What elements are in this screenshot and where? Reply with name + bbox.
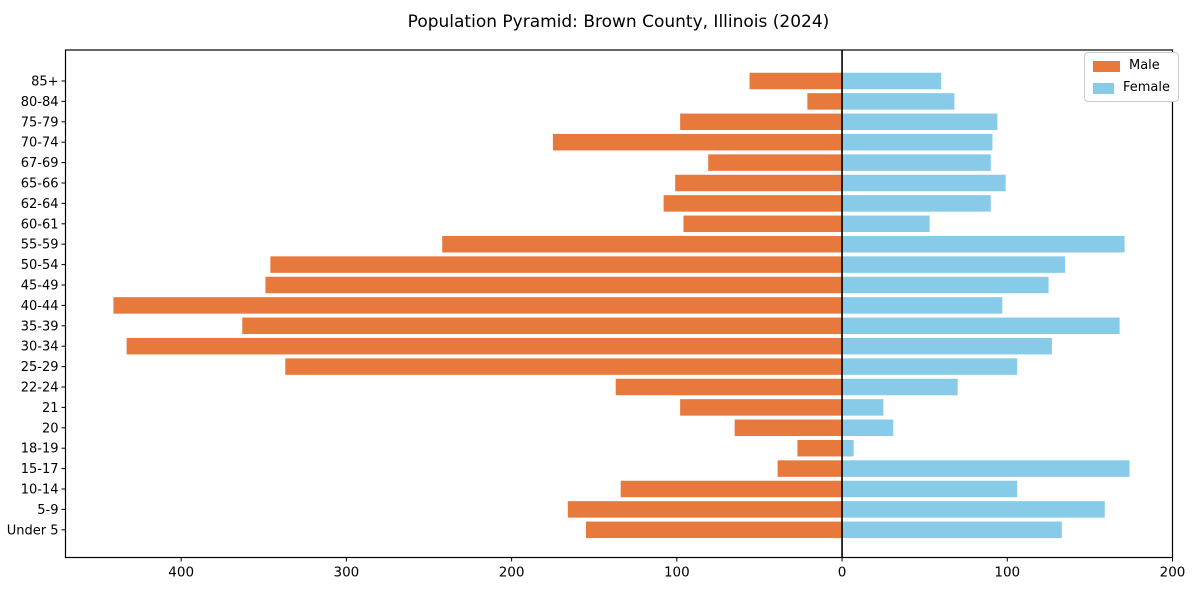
bar-male-50-54	[270, 256, 843, 273]
y-tick-label-80-84: 80-84	[21, 95, 59, 110]
x-tick-label-400: 400	[168, 565, 194, 581]
bar-male-62-64	[663, 195, 843, 212]
bar-female-45-49	[842, 276, 1049, 294]
bar-female-30-34	[842, 337, 1052, 355]
y-tick-label-25-29: 25-29	[21, 360, 59, 375]
bar-female-62-64	[842, 195, 991, 212]
bar-female-80-84	[842, 93, 955, 110]
bar-female-25-29	[842, 358, 1018, 375]
y-tick-label-67-69: 67-69	[21, 156, 59, 171]
bar-female-67-69	[842, 154, 991, 171]
y-tick-label-62-64: 62-64	[21, 197, 59, 212]
bar-male-75-79	[680, 113, 843, 131]
y-tick-label-75-79: 75-79	[21, 115, 59, 130]
x-tick-label-0: 0	[838, 565, 847, 581]
y-tick-label-50-54: 50-54	[21, 258, 59, 273]
bar-male-60-61	[683, 215, 843, 233]
y-tick-label-40-44: 40-44	[21, 299, 59, 314]
legend-swatch-male	[1093, 60, 1120, 72]
y-tick-label-20: 20	[42, 421, 59, 436]
bar-female-18-19	[842, 439, 854, 457]
bar-male-85+	[749, 72, 843, 90]
bar-male-40-44	[113, 297, 843, 314]
bar-male-45-49	[265, 276, 843, 294]
bar-male-30-34	[126, 337, 843, 355]
legend-swatch-female	[1093, 82, 1114, 94]
bar-male-10-14	[620, 480, 843, 498]
y-tick-label-18-19: 18-19	[21, 442, 59, 457]
bar-male-5-9	[567, 501, 843, 518]
bar-female-Under 5	[842, 521, 1062, 539]
y-tick-label-22-24: 22-24	[21, 381, 59, 396]
x-tick-label-300: 300	[333, 565, 359, 581]
bar-male-15-17	[777, 460, 843, 477]
bar-male-67-69	[708, 154, 843, 171]
bar-female-20	[842, 419, 894, 437]
legend-label-male: Male	[1129, 58, 1160, 73]
bar-female-70-74	[842, 133, 993, 151]
bar-male-Under 5	[585, 521, 843, 539]
bar-male-20	[734, 419, 843, 437]
bar-female-35-39	[842, 317, 1120, 335]
x-tick-label-200: 200	[499, 565, 525, 581]
y-tick-label-5-9: 5-9	[37, 503, 58, 518]
bar-male-35-39	[242, 317, 843, 335]
y-tick-label-Under 5: Under 5	[7, 523, 59, 538]
bar-female-10-14	[842, 480, 1018, 498]
bar-female-55-59	[842, 235, 1125, 253]
y-tick-label-55-59: 55-59	[21, 238, 59, 253]
bar-female-22-24	[842, 378, 958, 396]
bar-male-18-19	[797, 439, 843, 457]
bar-female-50-54	[842, 256, 1066, 273]
bar-male-25-29	[285, 358, 843, 375]
bar-male-65-66	[675, 174, 843, 192]
legend-item-female: Female	[1093, 81, 1170, 95]
y-tick-label-85+: 85+	[31, 75, 58, 90]
x-tick-label-200: 200	[1160, 565, 1186, 581]
y-tick-label-10-14: 10-14	[21, 483, 59, 498]
bar-male-22-24	[615, 378, 843, 396]
bar-male-21	[680, 399, 843, 416]
legend-label-female: Female	[1122, 80, 1170, 95]
y-tick-label-45-49: 45-49	[21, 279, 59, 294]
bar-male-80-84	[807, 93, 843, 110]
y-tick-label-65-66: 65-66	[21, 177, 59, 192]
bar-female-60-61	[842, 215, 930, 233]
plot-border	[64, 49, 1174, 559]
y-tick-label-21: 21	[42, 401, 59, 416]
y-tick-label-15-17: 15-17	[21, 462, 59, 477]
bar-female-75-79	[842, 113, 998, 131]
bar-female-5-9	[842, 501, 1105, 518]
bar-female-21	[842, 399, 884, 416]
bar-female-40-44	[842, 297, 1003, 314]
legend-item-male: Male	[1093, 59, 1170, 73]
bar-male-70-74	[552, 133, 843, 151]
y-tick-label-70-74: 70-74	[21, 136, 59, 151]
bar-male-55-59	[442, 235, 843, 253]
y-tick-label-35-39: 35-39	[21, 319, 59, 334]
bar-female-15-17	[842, 460, 1130, 477]
x-tick-label-100: 100	[664, 565, 690, 581]
bar-female-85+	[842, 72, 942, 90]
bar-female-65-66	[842, 174, 1006, 192]
chart-title: Population Pyramid: Brown County, Illino…	[407, 12, 830, 32]
legend: Male Female	[1084, 52, 1179, 102]
x-tick-label-100: 100	[994, 565, 1020, 581]
y-tick-label-30-34: 30-34	[21, 340, 59, 355]
y-tick-label-60-61: 60-61	[21, 217, 59, 232]
